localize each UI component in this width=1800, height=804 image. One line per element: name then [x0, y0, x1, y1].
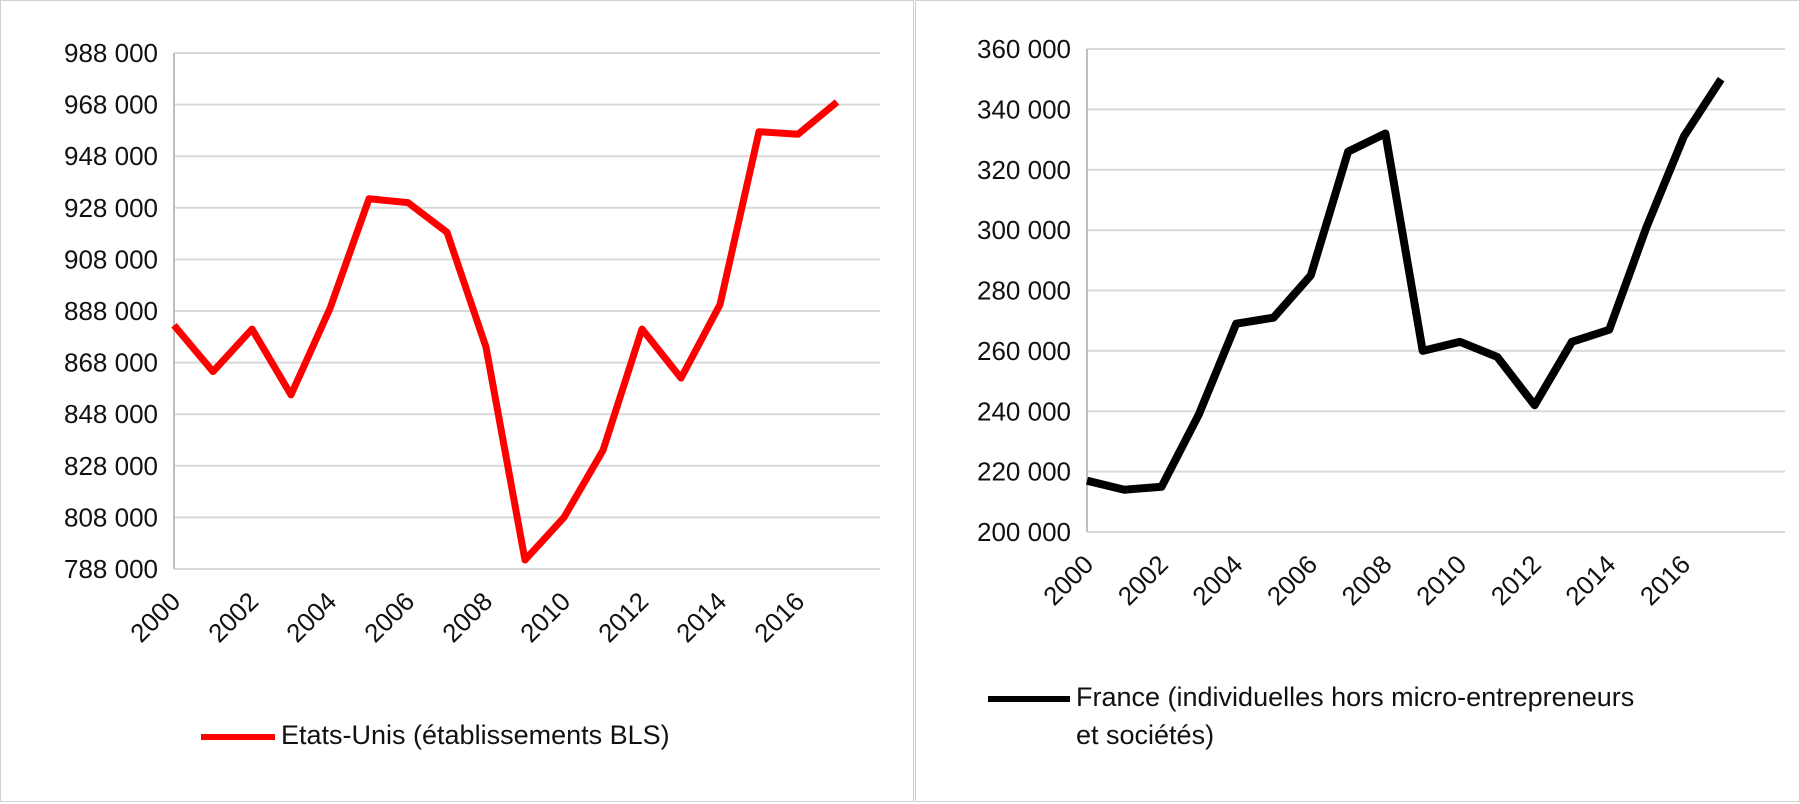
us-x-tick-label: 2004: [280, 586, 342, 648]
us-x-tick-label: 2008: [436, 586, 498, 648]
france-y-tick-label: 280 000: [977, 276, 1071, 306]
legend-swatch-us: [201, 733, 275, 740]
us-y-tick-label: 848 000: [64, 399, 158, 429]
france-y-tick-label: 240 000: [977, 396, 1071, 426]
france-x-tick-label: 2000: [1037, 549, 1099, 611]
france-y-tick-label: 260 000: [977, 336, 1071, 366]
france-y-tick-label: 340 000: [977, 94, 1071, 124]
legend-france: France (individuelles hors micro-entrepr…: [988, 678, 1634, 754]
us-y-tick-label: 828 000: [64, 451, 158, 481]
us-y-tick-label: 808 000: [64, 502, 158, 532]
france-x-tick-label: 2014: [1559, 549, 1621, 611]
france-x-tick-label: 2004: [1186, 549, 1248, 611]
us-x-tick-label: 2014: [670, 586, 732, 648]
chart-panel-us: [0, 0, 914, 802]
france-y-tick-label: 200 000: [977, 517, 1071, 547]
france-x-tick-label: 2008: [1336, 549, 1398, 611]
us-y-tick-label: 948 000: [64, 141, 158, 171]
us-x-tick-label: 2010: [514, 586, 576, 648]
france-y-tick-label: 220 000: [977, 457, 1071, 487]
legend-us: Etats-Unis (établissements BLS): [201, 716, 670, 754]
legend-label-france-line2: et sociétés): [1076, 720, 1215, 750]
legend-label-us: Etats-Unis (établissements BLS): [281, 720, 670, 750]
france-y-tick-label: 300 000: [977, 215, 1071, 245]
us-x-tick-label: 2006: [358, 586, 420, 648]
legend-swatch-france: [988, 695, 1070, 702]
us-y-tick-label: 868 000: [64, 348, 158, 378]
france-x-tick-label: 2002: [1112, 549, 1174, 611]
france-x-tick-label: 2010: [1410, 549, 1472, 611]
us-series-line: [171, 99, 840, 564]
france-series-line: [1086, 77, 1725, 494]
us-x-tick-label: 2016: [748, 586, 810, 648]
us-y-tick-label: 988 000: [64, 38, 158, 68]
us-x-tick-label: 2002: [202, 586, 264, 648]
us-y-tick-label: 908 000: [64, 244, 158, 274]
legend-label-france-line1: France (individuelles hors micro-entrepr…: [1076, 682, 1635, 712]
france-y-tick-label: 320 000: [977, 155, 1071, 185]
us-y-tick-label: 928 000: [64, 193, 158, 223]
us-y-tick-label: 968 000: [64, 90, 158, 120]
france-x-tick-label: 2006: [1261, 549, 1323, 611]
us-y-tick-label: 888 000: [64, 296, 158, 326]
france-y-tick-label: 360 000: [977, 34, 1071, 64]
france-x-tick-label: 2012: [1485, 549, 1547, 611]
france-x-tick-label: 2016: [1634, 549, 1696, 611]
us-x-tick-label: 2012: [592, 586, 654, 648]
us-x-tick-label: 2000: [124, 586, 186, 648]
us-y-tick-label: 788 000: [64, 554, 158, 584]
